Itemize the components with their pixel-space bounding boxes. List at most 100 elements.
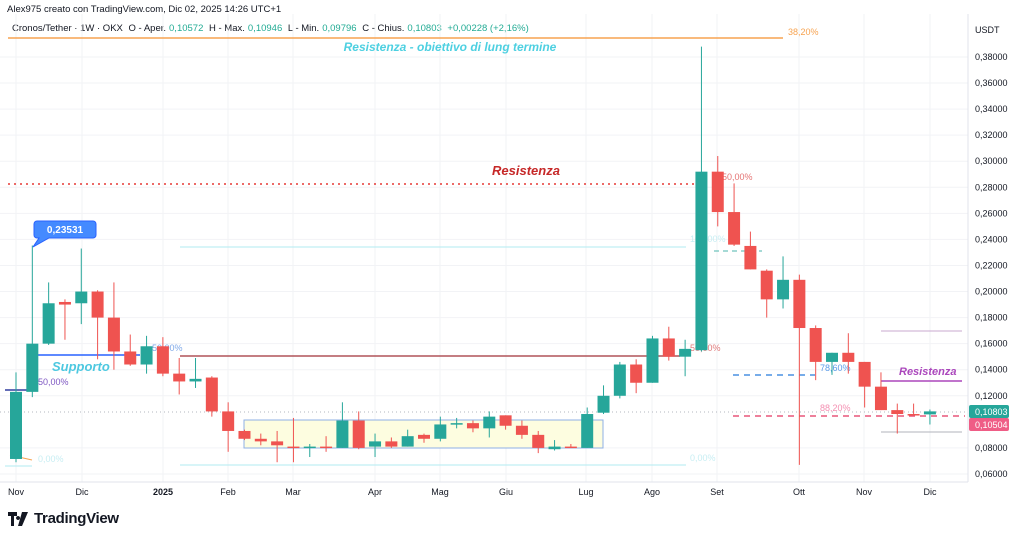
symbol-name[interactable]: Cronos/Tether · 1W · OKX (12, 23, 123, 34)
candle[interactable] (826, 352, 838, 375)
candle-body (597, 395, 610, 413)
fib-382-label: 38,20% (788, 27, 819, 37)
candle-body (385, 441, 398, 447)
candle[interactable] (173, 357, 186, 395)
candle[interactable] (320, 436, 333, 452)
candle-body (271, 441, 284, 446)
candle[interactable] (287, 417, 300, 463)
candle[interactable] (222, 402, 235, 452)
fib-882-label: 88,20% (820, 403, 851, 413)
candle-body (809, 328, 822, 362)
tradingview-logo-text: TradingView (34, 510, 119, 527)
candle[interactable] (238, 429, 251, 441)
candle[interactable] (907, 403, 920, 416)
candle[interactable] (777, 256, 790, 309)
candle[interactable] (711, 156, 724, 227)
fib-786-label: 78,60% (820, 363, 851, 373)
candle-body (891, 410, 904, 415)
candle[interactable] (891, 403, 904, 434)
price-tick: 0,12000 (975, 391, 1008, 401)
candle[interactable] (695, 46, 708, 352)
candle-body (450, 423, 463, 425)
candle[interactable] (679, 339, 692, 377)
candle[interactable] (434, 416, 447, 442)
time-tick: Feb (220, 487, 236, 497)
price-axis[interactable]: 0,38000 0,36000 0,34000 0,32000 0,30000 0,280… (975, 52, 1008, 479)
candle[interactable] (75, 248, 88, 325)
candle[interactable] (107, 282, 120, 370)
candle[interactable] (483, 411, 496, 438)
candle-body (238, 430, 251, 439)
time-axis[interactable]: Nov Dic 2025 Feb Mar Apr Mag Giu Lug Ago Set Ott Nov… (8, 487, 937, 497)
candle[interactable] (581, 407, 594, 448)
candle[interactable] (26, 245, 39, 398)
candle[interactable] (42, 282, 55, 345)
candle[interactable] (418, 433, 430, 443)
candle[interactable] (156, 337, 169, 377)
price-tick: 0,36000 (975, 78, 1008, 88)
candle[interactable] (336, 402, 349, 448)
candle[interactable] (515, 420, 528, 439)
candle[interactable] (140, 335, 153, 374)
candle-body (254, 438, 267, 442)
candle[interactable] (532, 430, 545, 454)
candle[interactable] (124, 334, 137, 366)
high-callout[interactable]: 0,23531 (32, 220, 97, 248)
high-label: H - Max. (209, 23, 245, 34)
candle[interactable] (630, 359, 643, 394)
currency-label: USDT (975, 25, 1000, 35)
resistance-label: Resistenza (492, 163, 560, 178)
candle-body (613, 364, 626, 396)
candle[interactable] (352, 411, 365, 450)
candle-body (826, 352, 838, 362)
candle[interactable] (923, 409, 936, 425)
candle[interactable] (548, 440, 561, 451)
candle[interactable] (744, 231, 757, 270)
candle[interactable] (303, 443, 316, 458)
candle-body (10, 391, 22, 459)
second-price-value: 0,10504 (975, 420, 1008, 430)
candle[interactable] (564, 443, 577, 449)
candle[interactable] (662, 326, 675, 361)
price-tick: 0,14000 (975, 365, 1008, 375)
candle-body (434, 424, 447, 439)
candle[interactable] (91, 290, 104, 360)
price-tick: 0,06000 (975, 469, 1008, 479)
candle[interactable] (401, 429, 414, 447)
candle[interactable] (10, 372, 22, 463)
candle[interactable] (58, 299, 71, 340)
candle[interactable] (728, 183, 741, 246)
candle-body (140, 346, 153, 365)
candle[interactable] (369, 433, 382, 458)
candle-body (923, 411, 936, 415)
candle[interactable] (466, 420, 479, 433)
candle[interactable] (858, 361, 871, 408)
candle[interactable] (271, 430, 284, 463)
candle[interactable] (189, 357, 202, 388)
candle-body (26, 343, 39, 392)
candle[interactable] (499, 415, 512, 430)
candle[interactable] (205, 376, 218, 417)
time-tick: Mag (431, 487, 449, 497)
candle[interactable] (450, 417, 463, 429)
candle-body (156, 346, 169, 374)
last-price-value: 0,10803 (975, 407, 1008, 417)
candle[interactable] (613, 361, 626, 399)
candle[interactable] (809, 325, 822, 381)
candle-body (222, 411, 235, 431)
tradingview-logo-icon (8, 511, 28, 526)
candle[interactable] (646, 335, 659, 383)
candle[interactable] (385, 437, 398, 448)
candle[interactable] (760, 269, 773, 318)
candle-body (499, 415, 512, 426)
tradingview-logo[interactable]: TradingView (8, 510, 119, 527)
candle[interactable] (254, 433, 267, 446)
candle[interactable] (597, 385, 610, 415)
candle[interactable] (842, 333, 855, 374)
candle-body (793, 279, 806, 329)
candle[interactable] (874, 372, 887, 411)
candle-body (401, 436, 414, 447)
candle[interactable] (793, 274, 806, 465)
candle-body (369, 441, 382, 447)
